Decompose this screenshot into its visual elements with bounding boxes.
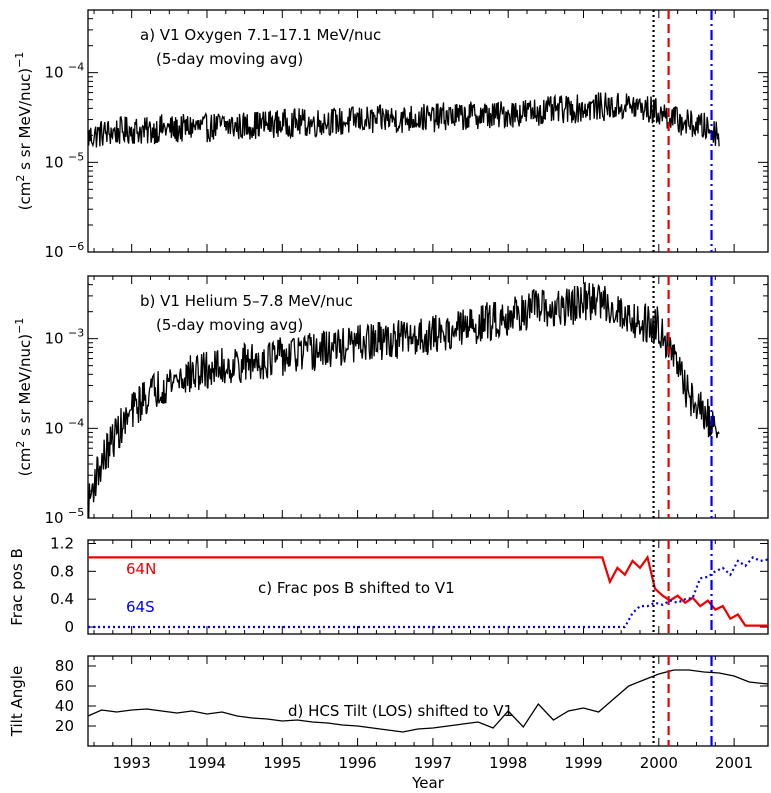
y-tick-label: 10 — [44, 330, 63, 348]
series-line — [87, 669, 769, 733]
y-tick-label: 10 — [44, 243, 63, 261]
y-tick-label: 40 — [55, 697, 74, 715]
panel-title: b) V1 Helium 5–7.8 MeV/nuc — [140, 292, 353, 310]
y-tick-label: 80 — [55, 657, 74, 675]
panel-frac-pos-b: 0 0.4 0.8 1.2 Frac pos B c) Frac pos B shifte… — [8, 534, 769, 636]
x-tick-label: 1994 — [188, 754, 226, 772]
y-tick-label: 1.2 — [50, 534, 74, 552]
panel-hcs-tilt: 20 40 60 80 Tilt Angle d) HCS Tilt (LOS) shif… — [8, 655, 769, 792]
x-tick-label: 2001 — [715, 754, 753, 772]
panel-title: c) Frac pos B shifted to V1 — [258, 579, 455, 597]
y-tick-label: 10 — [44, 419, 63, 437]
y-tick-label: 0 — [64, 618, 74, 636]
series-label-64n: 64N — [126, 560, 156, 578]
x-tick-label: 2000 — [640, 754, 678, 772]
y-tick-label: 10 — [44, 64, 63, 82]
y-tick-label: 10 — [44, 509, 63, 527]
x-tick-label: 1999 — [564, 754, 602, 772]
y-tick-exponent: −4 — [68, 416, 84, 429]
x-tick-label: 1996 — [338, 754, 376, 772]
panel-subtitle: (5-day moving avg) — [156, 316, 303, 334]
x-tick-label: 1997 — [414, 754, 452, 772]
y-tick-exponent: −5 — [68, 506, 84, 519]
y-tick-exponent: −4 — [68, 61, 84, 74]
y-axis-label: Tilt Angle — [8, 666, 26, 737]
y-tick-exponent: −6 — [68, 240, 84, 253]
series-line — [87, 92, 720, 148]
panel-frame — [87, 539, 769, 635]
x-axis-label: Year — [411, 774, 445, 792]
panel-title: d) HCS Tilt (LOS) shifted to V1 — [288, 702, 513, 720]
x-tick-label: 1998 — [489, 754, 527, 772]
x-tick-label: 1993 — [113, 754, 151, 772]
panel-oxygen: 10 −6 10 −5 10 −4 (cm2 s sr MeV/nuc)−1 a) V1 Ox… — [13, 9, 769, 261]
panel-frame — [87, 655, 769, 747]
series-line — [87, 281, 720, 519]
y-tick-label: 20 — [55, 717, 74, 735]
y-tick-label: 60 — [55, 677, 74, 695]
y-tick-label: 0.8 — [50, 562, 74, 580]
panel-frame — [87, 9, 769, 253]
x-tick-label: 1995 — [263, 754, 301, 772]
series-line — [88, 556, 769, 629]
y-axis-label: (cm2 s sr MeV/nuc)−1 — [13, 318, 34, 477]
panel-subtitle: (5-day moving avg) — [156, 50, 303, 68]
y-tick-exponent: −3 — [68, 327, 84, 340]
y-axis-label: Frac pos B — [8, 548, 26, 625]
y-axis-label: (cm2 s sr MeV/nuc)−1 — [13, 52, 34, 211]
panel-frame — [87, 275, 769, 519]
series-label-64s: 64S — [126, 598, 155, 616]
panel-title: a) V1 Oxygen 7.1–17.1 MeV/nuc — [140, 26, 381, 44]
series-line — [88, 554, 768, 627]
y-tick-label: 0.4 — [50, 590, 74, 608]
panel-helium: 10 −5 10 −4 10 −3 (cm2 s sr MeV/nuc)−1 b) V1 He… — [13, 275, 769, 527]
y-tick-label: 10 — [44, 153, 63, 171]
y-tick-exponent: −5 — [68, 150, 84, 163]
